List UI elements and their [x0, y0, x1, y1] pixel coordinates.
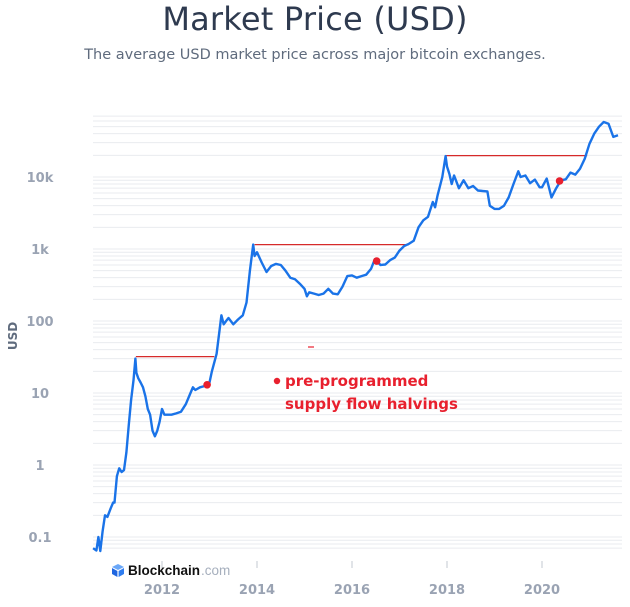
page-title: Market Price (USD)	[162, 0, 468, 38]
y-tick-label: 0.1	[28, 531, 51, 546]
y-tick-label: 100	[26, 315, 53, 330]
x-tick-label: 2016	[334, 583, 370, 598]
price-series-line	[92, 120, 619, 553]
x-axis-ticks: 2012 2014 2016 2018 2020	[144, 561, 560, 598]
y-axis-ticks: 0.1 1 10 100 1k 10k	[26, 171, 53, 546]
x-tick-label: 2012	[144, 583, 180, 598]
logo-suffix: .com	[201, 563, 230, 578]
y-tick-label: 1	[35, 459, 44, 474]
y-tick-label: 10k	[27, 171, 54, 186]
x-tick-label: 2014	[239, 583, 275, 598]
x-tick-label: 2020	[524, 583, 560, 598]
grid-lines	[93, 115, 622, 549]
annotation-bullet	[273, 377, 281, 385]
annotation-line-1: pre-programmed	[285, 372, 428, 390]
y-axis-label: USD	[6, 322, 20, 350]
halving-annotation: pre-programmed supply flow halvings	[273, 372, 458, 413]
page-subtitle: The average USD market price across majo…	[84, 47, 546, 63]
y-tick-label: 10	[31, 387, 49, 402]
x-tick-label: 2018	[429, 583, 465, 598]
blockchain-logo-icon	[112, 564, 124, 577]
previous-ath-lines	[135, 154, 588, 358]
blockchain-logo: Blockchain .com	[112, 563, 230, 578]
halving-markers	[203, 177, 564, 389]
halving-dot	[555, 177, 564, 185]
halving-dot	[203, 380, 211, 389]
halving-dot	[372, 257, 381, 265]
logo-name: Blockchain	[128, 563, 200, 578]
annotation-line-2: supply flow halvings	[285, 395, 458, 413]
y-tick-label: 1k	[31, 243, 49, 258]
